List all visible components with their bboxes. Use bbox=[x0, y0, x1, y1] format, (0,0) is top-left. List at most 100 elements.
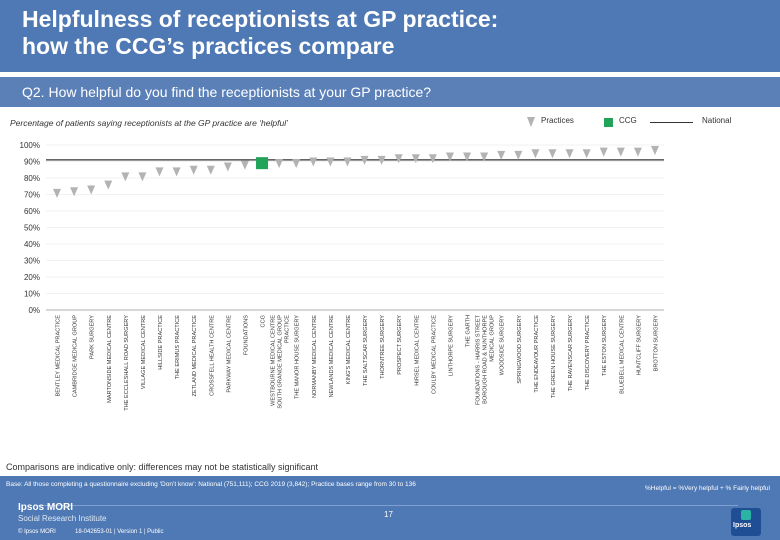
legend-practices-marker bbox=[527, 117, 535, 127]
practice-marker bbox=[189, 165, 198, 175]
x-tick-label: HILLSIDE PRACTICE bbox=[158, 315, 164, 370]
practice-marker bbox=[582, 149, 591, 159]
y-tick-label: 80% bbox=[24, 174, 40, 183]
x-tick-label: SOUTH GRANGE MEDICAL GROUP bbox=[278, 315, 284, 409]
x-tick-label: NORMANBY MEDICAL CENTRE bbox=[312, 315, 318, 398]
logo-subtitle: Social Research Institute bbox=[18, 514, 107, 523]
practice-marker bbox=[497, 150, 506, 160]
x-tick-label: BENTLEY MEDICAL PRACTICE bbox=[56, 315, 62, 397]
x-tick-label: CROSSFELL HEALTH CENTRE bbox=[209, 315, 215, 396]
x-tick-label: FOUNDATIONS - HARRIS STREET bbox=[476, 314, 482, 405]
x-tick-label: THE DISCOVERY PRACTICE bbox=[585, 315, 591, 391]
y-tick-label: 20% bbox=[24, 273, 40, 282]
x-tick-label: ZETLAND MEDICAL PRACTICE bbox=[192, 315, 198, 397]
x-tick-label: MEDICAL GROUP bbox=[490, 315, 496, 362]
practice-marker bbox=[428, 154, 437, 164]
x-tick-label: BOROUGH ROAD & NUNTHORPE bbox=[483, 315, 489, 404]
x-tick-label: HUNTCLIFF SURGERY bbox=[636, 315, 642, 375]
page-number: 17 bbox=[384, 510, 393, 519]
practice-marker bbox=[565, 149, 574, 159]
title-banner: Helpfulness of receptionists at GP pract… bbox=[0, 0, 780, 72]
practice-marker bbox=[275, 159, 284, 169]
x-tick-label: BLUEBELL MEDICAL CENTRE bbox=[619, 315, 625, 394]
x-tick-label: KING'S MEDICAL CENTRE bbox=[346, 315, 352, 385]
x-tick-label: THE GREEN HOUSE SURGERY bbox=[551, 315, 557, 398]
practice-marker bbox=[514, 150, 523, 160]
practice-marker bbox=[155, 167, 164, 177]
x-tick-label: THE SALTSCAR SURGERY bbox=[363, 315, 369, 386]
x-tick-label: PARKWAY MEDICAL CENTRE bbox=[226, 315, 232, 393]
x-tick-label: COULBY MEDICAL PRACTICE bbox=[431, 315, 437, 394]
x-tick-label: VILLAGE MEDICAL CENTRE bbox=[141, 315, 147, 389]
x-tick-label: THE ENDEAVOUR PRACTICE bbox=[534, 315, 540, 393]
practice-marker bbox=[87, 185, 96, 195]
footer-divider bbox=[38, 505, 738, 506]
practice-marker bbox=[463, 152, 472, 162]
practice-marker bbox=[53, 188, 61, 198]
x-tick-label: HIRSEL MEDICAL CENTRE bbox=[414, 315, 420, 386]
x-tick-label: PARK SURGERY bbox=[90, 315, 96, 359]
base-text: Base: All those completing a questionnai… bbox=[6, 481, 416, 488]
ipsos-logo-text: Ipsos bbox=[733, 522, 752, 529]
legend-ccg-marker bbox=[604, 118, 613, 127]
copyright: © Ipsos MORI bbox=[18, 529, 56, 535]
practice-marker bbox=[480, 152, 489, 162]
x-tick-label: THE ERIMUS PRACTICE bbox=[175, 315, 181, 380]
ipsos-logo: Ipsos bbox=[731, 508, 761, 536]
question-banner: Q2. How helpful do you find the receptio… bbox=[0, 77, 780, 107]
job-reference: 18-042653-01 | Version 1 | Public bbox=[75, 529, 164, 535]
x-tick-label: THE GARTH bbox=[466, 315, 472, 347]
y-tick-label: 0% bbox=[28, 306, 40, 315]
y-tick-label: 30% bbox=[24, 257, 40, 266]
practice-marker bbox=[548, 149, 557, 159]
legend-practices-label: Practices bbox=[541, 116, 574, 125]
practice-marker bbox=[343, 157, 352, 167]
legend-national-label: National bbox=[702, 116, 732, 125]
x-tick-label: CAMBRIDGE MEDICAL GROUP bbox=[73, 315, 79, 397]
practice-marker bbox=[633, 147, 642, 157]
practice-marker bbox=[377, 155, 386, 165]
formula-text: %Helpful = %Very helpful + % Fairly help… bbox=[644, 485, 770, 492]
practice-marker bbox=[599, 147, 608, 157]
practice-marker bbox=[394, 154, 403, 164]
chart-subtitle: Percentage of patients saying receptioni… bbox=[10, 118, 288, 128]
x-tick-label: BROTTON SURGERY bbox=[654, 315, 660, 372]
title-line-2: how the CCG’s practices compare bbox=[22, 33, 395, 59]
practice-marker bbox=[292, 159, 301, 169]
practice-marker bbox=[326, 157, 335, 167]
y-tick-label: 100% bbox=[20, 141, 40, 150]
question-text: Q2. How helpful do you find the receptio… bbox=[22, 84, 432, 100]
y-tick-label: 60% bbox=[24, 207, 40, 216]
legend-national-line bbox=[650, 122, 693, 123]
x-tick-label: NEWLANDS MEDICAL CENTRE bbox=[329, 315, 335, 398]
x-tick-label: CCG bbox=[261, 315, 267, 327]
practice-marker bbox=[240, 160, 249, 170]
x-tick-label: THE RAVENSCAR SURGERY bbox=[568, 315, 574, 392]
practice-marker bbox=[138, 172, 147, 182]
footer-bar: Base: All those completing a questionnai… bbox=[0, 476, 780, 540]
practice-marker bbox=[531, 149, 540, 159]
x-tick-label: WOODSIDE SURGERY bbox=[500, 315, 506, 375]
x-tick-label: LINTHORPE SURGERY bbox=[448, 315, 454, 376]
y-tick-label: 90% bbox=[24, 158, 40, 167]
practice-marker bbox=[651, 145, 659, 155]
practice-marker bbox=[360, 155, 369, 165]
x-tick-label: PROSPECT SURGERY bbox=[397, 315, 403, 375]
ccg-marker bbox=[256, 157, 269, 170]
x-tick-label: MARTONSIDE MEDICAL CENTRE bbox=[107, 315, 113, 403]
practice-marker bbox=[309, 157, 318, 167]
x-tick-label: PRACTICE bbox=[285, 315, 291, 344]
y-tick-label: 50% bbox=[24, 224, 40, 233]
x-tick-label: THE ESTON SURGERY bbox=[602, 315, 608, 376]
scatter-chart: 0% 10% 20% 30% 40% 50% 60% 70% 80% 90% 100% BENTLEY… bbox=[20, 141, 664, 411]
ipsos-logo-mark bbox=[741, 510, 751, 520]
legend-ccg-label: CCG bbox=[619, 116, 637, 125]
x-tick-label: THORNTREE SURGERY bbox=[380, 315, 386, 379]
practice-marker bbox=[104, 180, 113, 190]
x-tick-label: FOUNDATIONS bbox=[243, 315, 249, 356]
practice-marker bbox=[121, 172, 130, 182]
x-tick-label: THE MANOR HOUSE SURGERY bbox=[295, 315, 301, 399]
x-tick-label: SPRINGWOOD SURGERY bbox=[517, 315, 523, 384]
practice-marker bbox=[206, 165, 215, 175]
